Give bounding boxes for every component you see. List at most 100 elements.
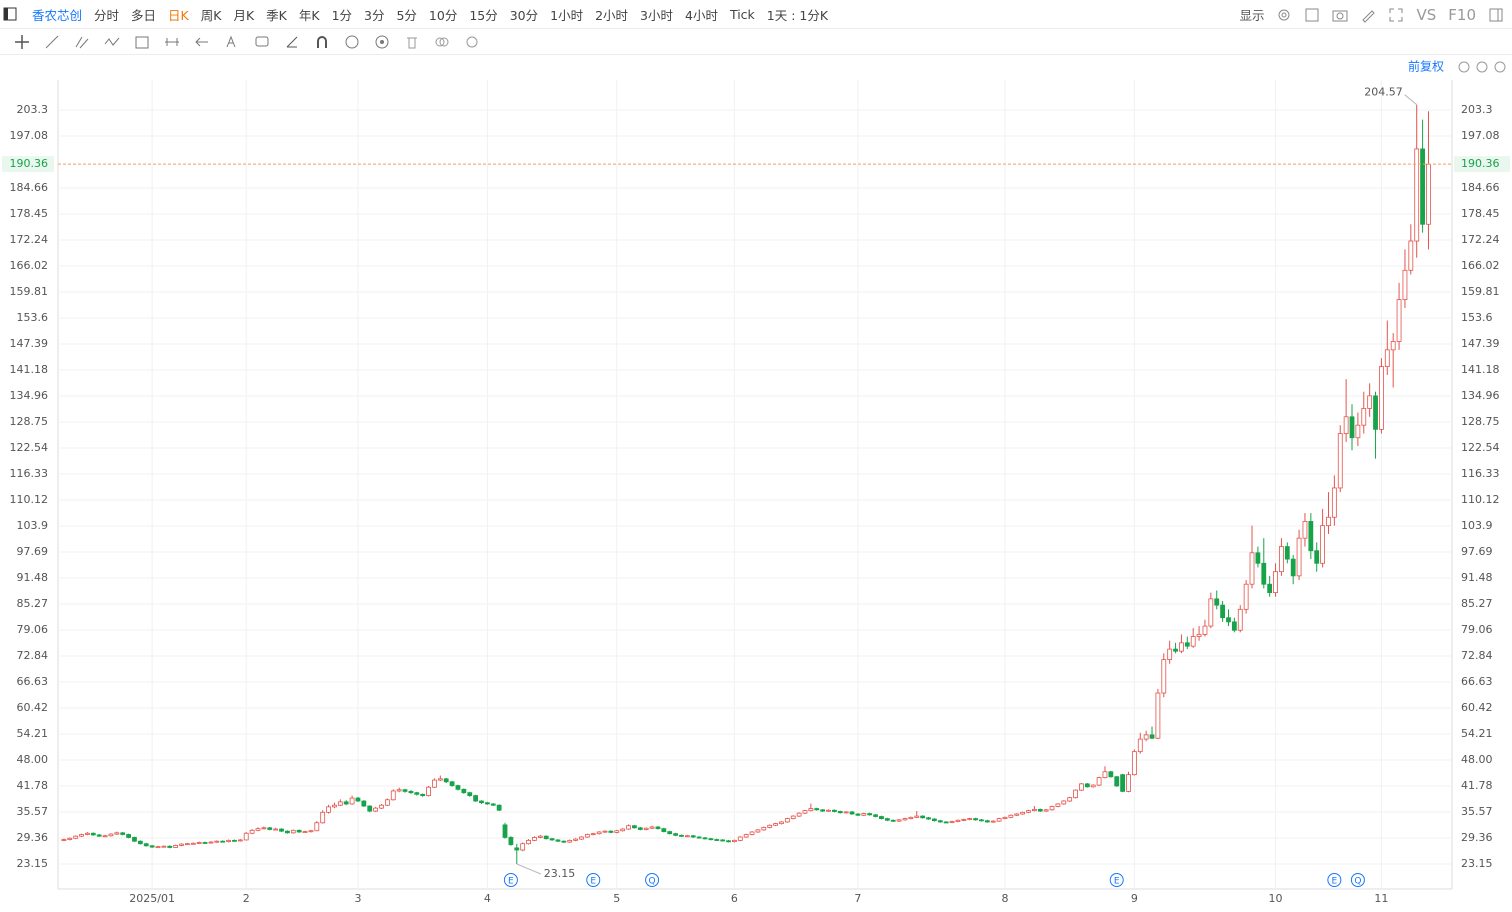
period-tab[interactable]: 10分 (428, 7, 458, 23)
y-tick-label-right: 54.21 (1461, 727, 1493, 740)
magnet-tool[interactable] (314, 34, 330, 50)
period-tab[interactable]: 2小时 (595, 7, 629, 23)
y-tick-label: 116.33 (10, 467, 49, 480)
hide-tool[interactable] (344, 34, 360, 50)
candle-body (984, 820, 990, 823)
zoom-in-icon[interactable] (1494, 61, 1506, 73)
zoom-out-icon[interactable] (1476, 61, 1488, 73)
period-tab[interactable]: 多日 (131, 7, 157, 23)
candle-body (937, 820, 943, 823)
y-tick-label-right: 122.54 (1461, 441, 1500, 454)
candle-body (1414, 148, 1420, 242)
pen-icon[interactable] (1360, 7, 1376, 23)
y-tick-label-right: 166.02 (1461, 259, 1500, 272)
period-tab[interactable]: 年K (298, 7, 320, 23)
arrow-tool[interactable] (194, 34, 210, 50)
candle-body (614, 830, 620, 833)
panel-icon[interactable] (1488, 7, 1504, 23)
period-tab[interactable]: 1天 : 1分K (766, 7, 829, 23)
candle-body (1396, 299, 1402, 342)
period-tab[interactable]: 15分 (469, 7, 498, 23)
wave-tool[interactable] (104, 34, 120, 50)
candle-body (1049, 806, 1055, 811)
candle-body (479, 800, 484, 804)
fib-tool[interactable] (134, 34, 150, 50)
high-label: 204.57 (1364, 86, 1403, 99)
line-tool[interactable] (44, 34, 60, 50)
text-tool[interactable] (224, 34, 240, 50)
adjust-label[interactable]: 前复权 (1408, 59, 1444, 74)
period-tab[interactable]: 3小时 (640, 7, 673, 23)
candle-body (1373, 395, 1378, 430)
candle-body (1184, 642, 1190, 647)
delete-tool[interactable] (404, 34, 420, 50)
move-tool[interactable] (14, 34, 30, 50)
candle-body (1114, 776, 1120, 787)
y-tick-label: 23.15 (17, 857, 49, 870)
x-tick-label: 8 (1001, 892, 1008, 905)
period-tab[interactable]: 分时 (94, 7, 120, 23)
candle-body (990, 820, 996, 823)
candle-body (896, 819, 902, 822)
note-tool[interactable] (254, 34, 270, 50)
candle-body (573, 838, 579, 841)
event-marker (1327, 873, 1342, 887)
candle-body (1143, 734, 1149, 740)
period-tab[interactable]: Tick (729, 6, 755, 22)
period-tab[interactable]: 30分 (509, 7, 539, 23)
y-tick-label-right: 147.39 (1461, 337, 1500, 350)
eye-tool[interactable] (374, 34, 390, 50)
candle-body (1190, 636, 1196, 647)
f10-button[interactable]: F10 (1448, 5, 1476, 24)
y-tick-label: 178.45 (10, 207, 49, 220)
candle-body (1349, 416, 1355, 439)
period-tab[interactable]: 香农芯创 (32, 7, 83, 23)
vs-button[interactable]: VS (1416, 5, 1437, 24)
period-tab[interactable]: 日K (168, 7, 189, 23)
candle-body (1237, 608, 1243, 631)
settings-icon[interactable] (1276, 7, 1292, 23)
period-tab[interactable]: 周K (200, 7, 222, 23)
candle-body (126, 834, 131, 838)
event-label: E (1114, 877, 1120, 887)
candle-body (185, 843, 190, 846)
x-tick-label: 4 (484, 892, 491, 905)
measure-tool[interactable] (164, 34, 180, 50)
period-tab[interactable]: 5分 (396, 7, 417, 23)
candle-body (949, 821, 955, 823)
candle-body (961, 819, 967, 821)
candle-body (720, 839, 726, 842)
period-tab[interactable]: 3分 (364, 7, 385, 23)
candle-body (114, 832, 120, 835)
period-tab[interactable]: 1分 (331, 7, 353, 23)
angle-tool[interactable] (284, 34, 300, 50)
candle-body (584, 834, 590, 838)
candle-body (1261, 562, 1267, 585)
period-tab[interactable]: 4小时 (685, 7, 718, 23)
x-tick-label: 9 (1131, 892, 1138, 905)
layout-icon[interactable] (1304, 7, 1320, 23)
candle-body (290, 829, 296, 834)
sidebar-icon[interactable] (3, 7, 17, 21)
candle-body (1408, 240, 1414, 271)
channel-tool[interactable] (74, 34, 90, 50)
fullscreen-icon[interactable] (1388, 7, 1404, 23)
y-tick-label: 184.66 (10, 181, 49, 194)
candle-body (243, 832, 249, 841)
event-marker (586, 873, 601, 887)
compare-tool[interactable] (434, 34, 450, 50)
period-tab[interactable]: 月K (233, 7, 255, 23)
candle-body (561, 840, 567, 843)
candle-body (1426, 163, 1431, 225)
candle-body (661, 828, 667, 832)
display-menu[interactable]: 显示 (1239, 8, 1265, 23)
y-tick-label-right: 110.12 (1461, 493, 1500, 506)
period-tab[interactable]: 1小时 (550, 7, 584, 23)
y-tick-label-right: 197.08 (1461, 129, 1500, 142)
camera-icon[interactable] (1332, 7, 1348, 23)
reset-icon[interactable] (1458, 61, 1470, 73)
event-label: Q (649, 877, 656, 887)
period-tab[interactable]: 季K (266, 7, 287, 23)
candle-body (1255, 552, 1261, 564)
tool-settings[interactable] (464, 34, 480, 50)
